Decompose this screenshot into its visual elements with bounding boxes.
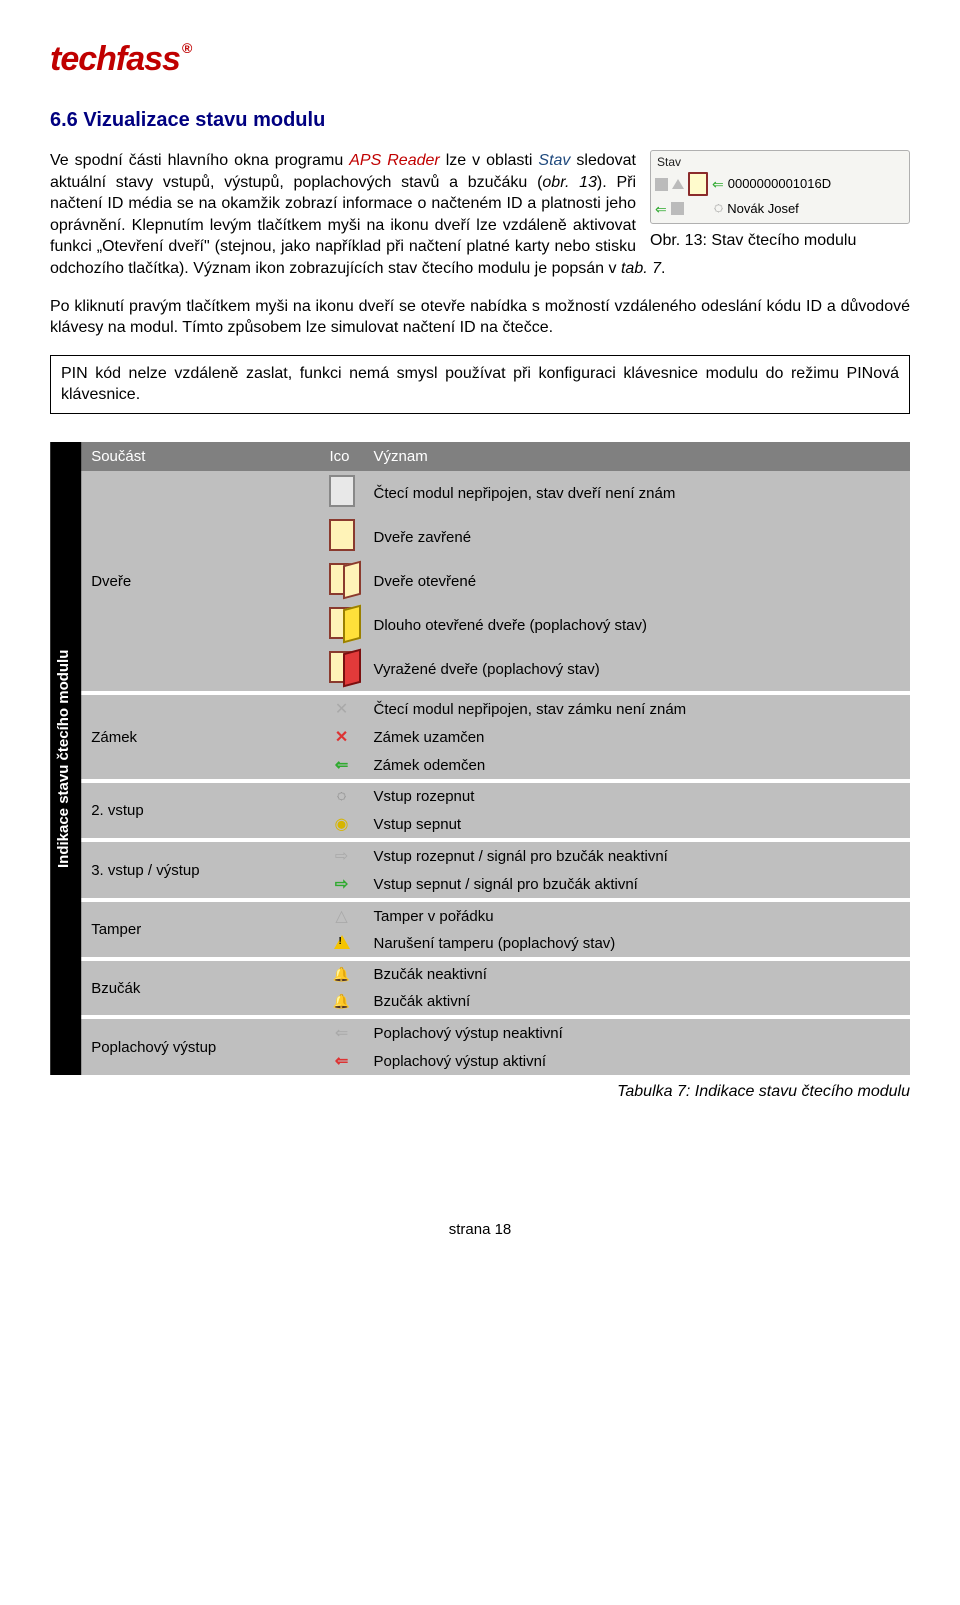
ico-input-open: ◌ (320, 781, 364, 810)
ico-lock-locked: ✕ (320, 723, 364, 751)
comp-bzucak: Bzučák (81, 959, 319, 1017)
text-run: lze v oblasti (440, 152, 539, 169)
triangle-icon (672, 179, 684, 189)
mean-p2: Poplachový výstup aktivní (364, 1047, 910, 1075)
mean-v2a: Vstup rozepnut (364, 781, 910, 810)
status-table-wrap: Indikace stavu čtecího modulu Součást Ic… (50, 442, 910, 1075)
brand-logo: techfass ® (50, 40, 910, 79)
ico-door-unknown (320, 471, 364, 515)
mean-d2: Dveře zavřené (364, 515, 910, 559)
comp-vstup3: 3. vstup / výstup (81, 840, 319, 900)
mean-d5: Vyražené dveře (poplachový stav) (364, 647, 910, 693)
dot-icon: ◌ (714, 198, 724, 220)
mean-t2: Narušení tamperu (poplachový stav) (364, 930, 910, 959)
arrow-left-icon: ⇐ (712, 175, 724, 194)
figure-status-panel: Stav ⇐ 0000000001016D ⇐ ◌ Novák Josef Ob… (650, 150, 910, 251)
ico-alarm-on: ⇐ (320, 1047, 364, 1075)
lock-icon (671, 202, 684, 215)
th-component: Součást (81, 442, 319, 471)
ico-door-forced (320, 647, 364, 693)
text-run: Ve spodní části hlavního okna programu (50, 152, 349, 169)
status-panel-title: Stav (653, 153, 907, 171)
ui-ref-stav: Stav (538, 152, 570, 169)
status-id-value: 0000000001016D (728, 175, 831, 193)
ico-lock-unlocked: ⇐ (320, 751, 364, 781)
paragraph-1: Stav ⇐ 0000000001016D ⇐ ◌ Novák Josef Ob… (50, 150, 910, 280)
comp-vstup2: 2. vstup (81, 781, 319, 840)
ico-door-open (320, 559, 364, 603)
comp-zamek: Zámek (81, 693, 319, 781)
ico-buzzer-off: 🔔 (320, 959, 364, 988)
status-row-1: ⇐ 0000000001016D (653, 171, 907, 197)
mean-b1: Bzučák neaktivní (364, 959, 910, 988)
mean-d4: Dlouho otevřené dveře (poplachový stav) (364, 603, 910, 647)
th-meaning: Význam (364, 442, 910, 471)
status-name-value: Novák Josef (727, 200, 799, 218)
mean-d1: Čtecí modul nepřipojen, stav dveří není … (364, 471, 910, 515)
mean-v3b: Vstup sepnut / signál pro bzučák aktivní (364, 870, 910, 900)
table-caption: Tabulka 7: Indikace stavu čtecího modulu (50, 1083, 910, 1101)
ico-door-closed (320, 515, 364, 559)
ico-tamper-ok: △ (320, 900, 364, 930)
comp-tamper: Tamper (81, 900, 319, 959)
mean-t1: Tamper v pořádku (364, 900, 910, 930)
figure-caption: Obr. 13: Stav čtecího modulu (650, 230, 910, 252)
mean-z2: Zámek uzamčen (364, 723, 910, 751)
ico-lock-unknown: ✕ (320, 693, 364, 723)
status-row-2: ⇐ ◌ Novák Josef (653, 197, 907, 221)
section-title: 6.6 Vizualizace stavu modulu (50, 109, 910, 132)
text-run: . (661, 260, 665, 277)
logo-registered: ® (182, 40, 192, 56)
door-icon[interactable] (688, 172, 708, 196)
app-name: APS Reader (349, 152, 439, 169)
figure-ref: obr. 13 (542, 174, 597, 191)
mean-v2b: Vstup sepnut (364, 810, 910, 840)
arrow-left-icon: ⇐ (655, 200, 667, 219)
mean-p1: Poplachový výstup neaktivní (364, 1017, 910, 1047)
th-ico: Ico (320, 442, 364, 471)
mean-z3: Zámek odemčen (364, 751, 910, 781)
ico-buzzer-on: 🔔 (320, 988, 364, 1017)
status-table: Součást Ico Význam Dveře Čtecí modul nep… (81, 442, 910, 1075)
table-ref: tab. 7 (621, 260, 661, 277)
comp-poplach: Poplachový výstup (81, 1017, 319, 1075)
sun-icon (655, 178, 668, 191)
ico-io-inactive: ⇨ (320, 840, 364, 870)
table-side-label: Indikace stavu čtecího modulu (50, 442, 81, 1075)
note-callout: PIN kód nelze vzdáleně zaslat, funkci ne… (50, 355, 910, 415)
ico-input-closed: ◉ (320, 810, 364, 840)
mean-b2: Bzučák aktivní (364, 988, 910, 1017)
mean-z1: Čtecí modul nepřipojen, stav zámku není … (364, 693, 910, 723)
mean-d3: Dveře otevřené (364, 559, 910, 603)
mean-v3a: Vstup rozepnut / signál pro bzučák neakt… (364, 840, 910, 870)
ico-alarm-off: ⇐ (320, 1017, 364, 1047)
page-footer: strana 18 (50, 1221, 910, 1238)
ico-door-long-open (320, 603, 364, 647)
table-header-row: Součást Ico Význam (81, 442, 910, 471)
logo-text: techfass (50, 40, 180, 79)
comp-dvere: Dveře (81, 471, 319, 693)
status-panel: Stav ⇐ 0000000001016D ⇐ ◌ Novák Josef (650, 150, 910, 224)
paragraph-2: Po kliknutí pravým tlačítkem myši na iko… (50, 296, 910, 339)
ico-io-active: ⇨ (320, 870, 364, 900)
ico-tamper-alarm (320, 930, 364, 959)
